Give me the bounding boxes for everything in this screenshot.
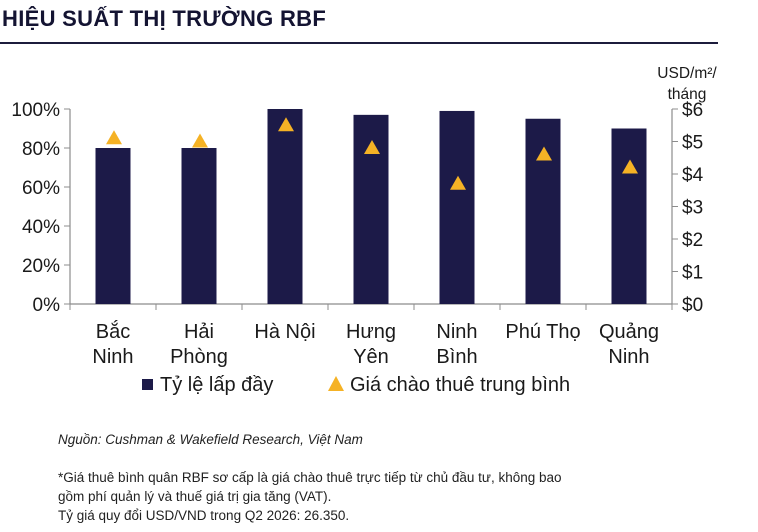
right-axis-unit-label: tháng — [668, 86, 707, 103]
right-tick-label: $3 — [682, 198, 703, 219]
legend-rent-marker-icon — [328, 376, 344, 391]
rent-marker-triangle — [450, 175, 466, 190]
left-tick-label: 20% — [22, 256, 60, 277]
rent-marker-triangle — [622, 159, 638, 174]
right-tick-label: $0 — [682, 295, 703, 316]
occupancy-bar — [525, 118, 561, 304]
category-label: Bắc — [96, 320, 130, 343]
category-label: Quảng — [599, 321, 659, 343]
footnote-line-1: *Giá thuê bình quân RBF sơ cấp là giá ch… — [58, 470, 562, 485]
occupancy-bar — [181, 148, 217, 304]
category-label: Hưng — [346, 321, 396, 343]
footnote-line-3: Tỷ giá quy đổi USD/VND trong Q2 2026: 26… — [58, 508, 350, 523]
category-label: Phòng — [170, 346, 228, 368]
occupancy-bar — [439, 110, 475, 304]
rent-marker-triangle — [364, 140, 380, 154]
left-tick-label: 80% — [22, 139, 60, 160]
category-label: Hải — [184, 321, 214, 343]
footnote-line-2: gồm phí quản lý và thuế giá trị gia tăng… — [58, 489, 332, 504]
right-tick-label: $1 — [682, 263, 703, 284]
left-tick-label: 0% — [33, 295, 61, 316]
legend-occupancy-swatch — [142, 379, 153, 390]
rbf-performance-chart: 0% 20% 40% 60% 80% 100% $0 $1 $2 $3 $4 $5 $6 USD/m²/t… — [11, 65, 717, 396]
left-tick-label: 100% — [11, 100, 60, 121]
source-note: Nguồn: Cushman & Wakefield Research, Việ… — [58, 432, 363, 447]
rent-marker-triangle — [278, 117, 294, 132]
right-tick-label: $5 — [682, 133, 703, 154]
right-tick-label: $6 — [682, 100, 703, 121]
page-title: HIỆU SUẤT THỊ TRƯỜNG RBF — [2, 6, 327, 31]
category-label: Ninh — [436, 321, 477, 343]
left-tick-label: 40% — [22, 217, 60, 238]
category-label: Ninh — [608, 346, 649, 368]
right-axis-unit-label: USD/m²/ — [657, 65, 717, 82]
rent-marker-triangle — [536, 146, 552, 161]
category-label: Bình — [436, 346, 477, 368]
category-label: Phú Thọ — [505, 321, 580, 343]
left-tick-label: 60% — [22, 178, 60, 199]
category-label: Yên — [353, 346, 389, 368]
legend-occupancy-label: Tỷ lệ lấp đầy — [160, 374, 273, 396]
occupancy-bar — [267, 109, 303, 304]
rent-marker-triangle — [192, 133, 208, 148]
title-divider — [0, 42, 718, 44]
category-label: Hà Nội — [254, 321, 315, 343]
legend-rent-label: Giá chào thuê trung bình — [350, 374, 570, 396]
right-tick-label: $2 — [682, 230, 703, 251]
rent-marker-triangle — [106, 130, 122, 145]
category-label: Ninh — [92, 346, 133, 368]
right-tick-label: $4 — [682, 165, 704, 186]
occupancy-bar — [95, 148, 131, 304]
occupancy-bar — [611, 128, 647, 304]
